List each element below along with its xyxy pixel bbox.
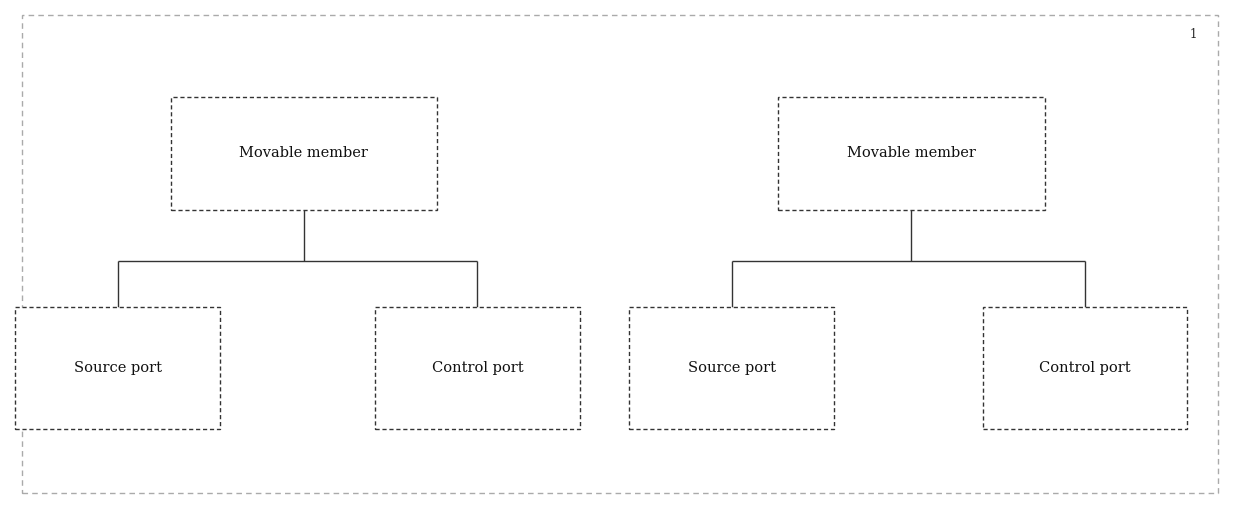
- Text: Source port: Source port: [688, 361, 775, 375]
- Bar: [629, 307, 833, 429]
- Bar: [779, 97, 1044, 210]
- Text: Control port: Control port: [432, 361, 523, 375]
- Text: Movable member: Movable member: [847, 146, 976, 160]
- Text: Movable member: Movable member: [239, 146, 368, 160]
- Bar: [171, 97, 438, 210]
- Bar: [982, 307, 1188, 429]
- Text: Control port: Control port: [1039, 361, 1131, 375]
- Bar: [374, 307, 580, 429]
- Text: Source port: Source port: [74, 361, 161, 375]
- Text: 1: 1: [1189, 28, 1197, 41]
- Bar: [15, 307, 219, 429]
